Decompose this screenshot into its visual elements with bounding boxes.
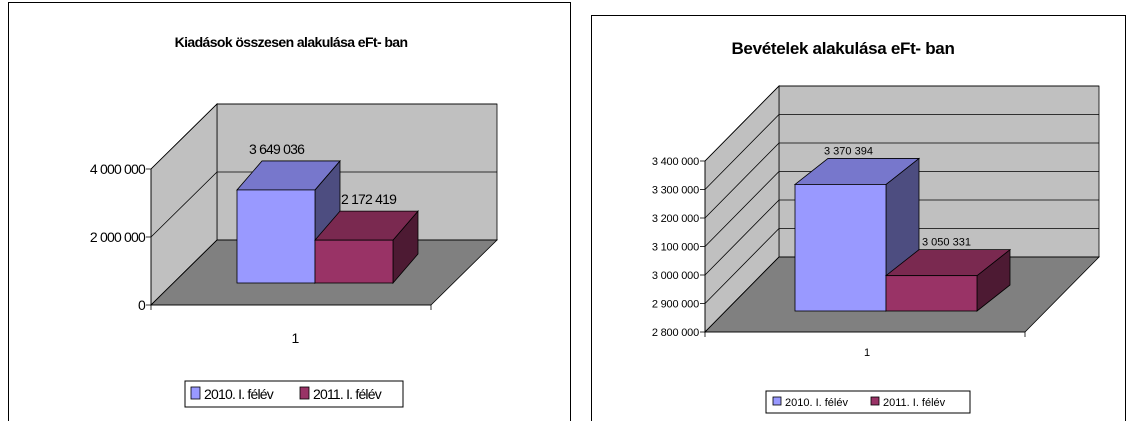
y-tick-label: 3 200 000	[652, 213, 699, 225]
gridline	[704, 171, 1099, 247]
legend-label-series-1: 2010. I. félév	[204, 386, 274, 402]
chart-panel-expenses: Kiadások összesen alakulása eFt- ban 0 2 …	[8, 2, 571, 421]
chart-panel-revenue: Bevételek alakulása eFt- ban 2 800 000 2 …	[591, 15, 1126, 421]
bar-series-2	[885, 275, 978, 312]
x-category-label: 1	[864, 347, 870, 359]
data-label-series-1: 3 370 394	[824, 145, 873, 157]
legend-swatch-series-2	[299, 386, 310, 400]
y-tick-label: 0	[138, 297, 146, 313]
x-category-label: 1	[292, 330, 300, 346]
legend-swatch-series-1	[190, 386, 201, 400]
y-tick-label: 4 000 000	[90, 161, 146, 177]
y-tick-label: 2 800 000	[652, 327, 699, 339]
bar-series-1	[794, 184, 887, 312]
bar-series-1	[236, 189, 316, 284]
y-tick-label: 2 900 000	[652, 299, 699, 311]
legend-box	[765, 390, 971, 414]
chart-title: Bevételek alakulása eFt- ban	[731, 39, 954, 58]
legend-swatch-series-1	[772, 396, 782, 406]
legend-swatch-series-2	[870, 396, 880, 406]
chart-title: Kiadások összesen alakulása eFt- ban	[175, 34, 408, 50]
data-label-series-1: 3 649 036	[249, 141, 305, 157]
y-tick-label: 3 400 000	[652, 156, 699, 168]
gridline	[150, 171, 497, 238]
y-tick-label: 2 000 000	[90, 229, 146, 245]
gridline	[704, 199, 1099, 276]
y-tick-label: 3 300 000	[652, 185, 699, 197]
legend-label-series-1: 2010. I. félév	[785, 397, 848, 409]
y-tick-label: 3 000 000	[652, 270, 699, 282]
gridline	[704, 85, 1099, 162]
legend-box	[184, 380, 404, 408]
gridline	[704, 228, 1099, 304]
y-tick-label: 3 100 000	[652, 242, 699, 254]
gridline	[704, 114, 1099, 190]
gridline	[150, 103, 497, 170]
legend-label-series-2: 2011. I. félév	[883, 397, 946, 409]
expenses-chart-svg: Kiadások összesen alakulása eFt- ban 0 2 …	[90, 34, 498, 408]
gridline	[704, 142, 1099, 219]
revenue-chart-svg: Bevételek alakulása eFt- ban 2 800 000 2 …	[652, 39, 1100, 414]
data-label-series-2: 2 172 419	[341, 191, 397, 207]
legend-label-series-2: 2011. I. félév	[313, 386, 382, 402]
bar-series-2	[314, 239, 394, 284]
data-label-series-2: 3 050 331	[922, 237, 971, 249]
